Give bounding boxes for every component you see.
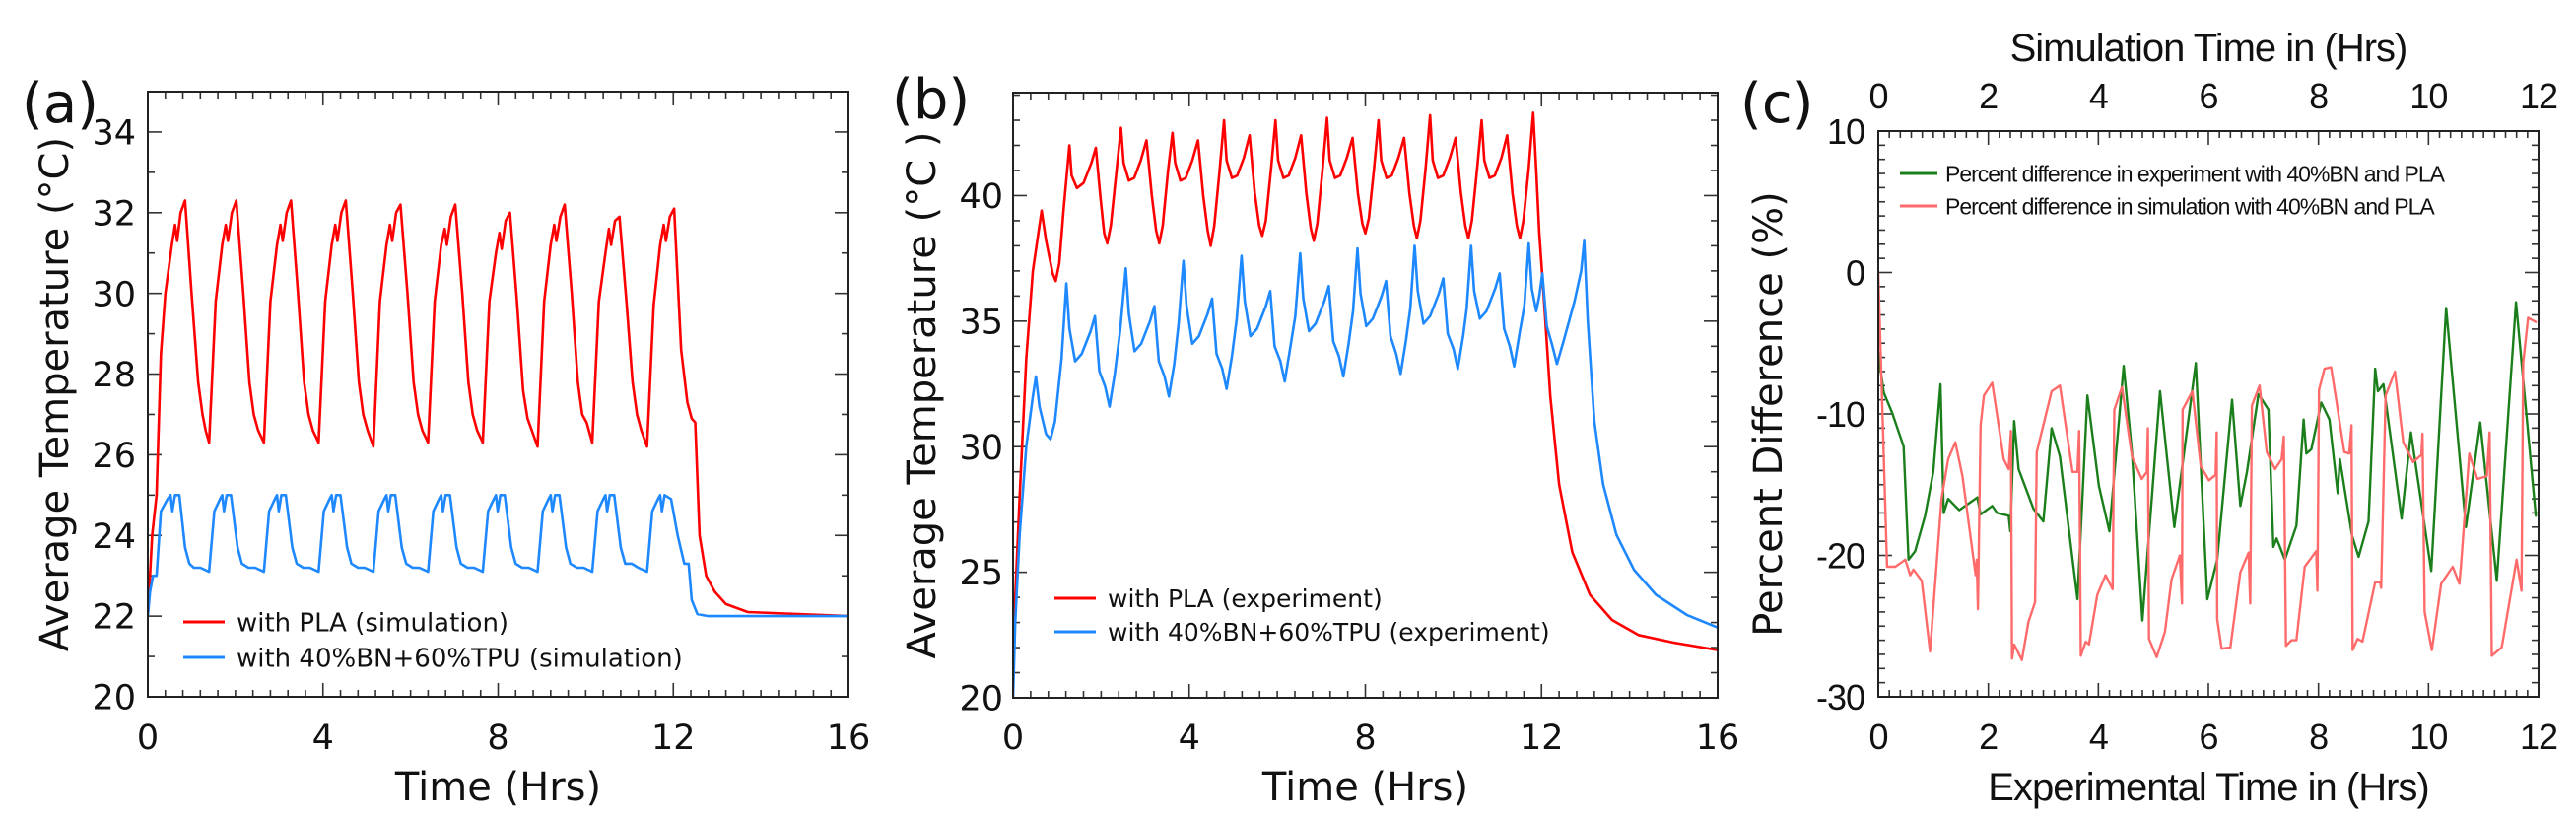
legend-label-2: with 40%BN+60%TPU (simulation) [237,644,683,673]
y-axis-title: Percent Difference (%) [1746,191,1792,636]
panel-label: (b) [892,68,970,132]
x-tick-label: 16 [827,718,871,758]
y-tick-label: 24 [92,517,136,557]
x2-tick-label: 4 [2089,76,2108,116]
x-tick-label: 0 [1002,718,1024,758]
x2-tick-label: 12 [2520,76,2557,116]
x-tick-label: 12 [1520,718,1564,758]
y-tick-label: 34 [92,114,136,154]
y-tick-label: -10 [1816,394,1864,435]
series-line-1 [148,199,848,618]
y-tick-label: -30 [1816,677,1864,718]
y-tick-label: -20 [1816,535,1864,576]
x2-tick-label: 10 [2409,76,2447,116]
x2-tick-label: 8 [2309,76,2328,116]
x-tick-label: 2 [1979,717,1998,757]
x-tick-label: 6 [2199,717,2217,757]
x-tick-label: 10 [2409,717,2447,757]
y-tick-label: 0 [1846,252,1864,293]
y-tick-label: 28 [92,356,136,395]
series-line-1 [1013,111,1718,662]
legend-label-1: Percent difference in experiment with 40… [1945,161,2446,186]
series-line-1 [1878,301,2538,622]
x-tick-label: 16 [1696,718,1740,758]
x-tick-label: 4 [1179,718,1200,758]
x2-tick-label: 2 [1979,76,1998,116]
x-axis-title: Time (Hrs) [394,765,601,810]
legend-label-2: Percent difference in simulation with 40… [1945,193,2435,219]
panel-label: (a) [22,72,99,136]
x-tick-label: 0 [137,718,159,758]
y-tick-label: 30 [92,275,136,314]
x-tick-label: 12 [2520,717,2557,757]
x2-tick-label: 0 [1868,76,1887,116]
panel-label: (c) [1740,72,1813,136]
x-axis-title: Time (Hrs) [1261,765,1468,810]
x-tick-label: 8 [2309,717,2328,757]
y-axis-title: Average Temperature (°C ) [900,132,945,659]
x-tick-label: 4 [312,718,334,758]
series-line-2 [148,493,848,618]
y-tick-label: 10 [1827,111,1864,152]
x-tick-label: 8 [1354,718,1376,758]
legend-label-1: with PLA (simulation) [237,608,508,638]
x-tick-label: 12 [651,718,696,758]
legend-label-1: with PLA (experiment) [1108,584,1383,613]
x2-tick-label: 6 [2199,76,2217,116]
legend: with PLA (experiment) with 40%BN+60%TPU (… [1054,584,1550,647]
x-tick-label: 8 [487,718,508,758]
panel-b-chart: 0 4 8 12 16 20 25 30 35 40 Time (Hrs) Average Tempe… [892,68,1739,810]
series-line-2 [1878,271,2538,661]
y-tick-label: 30 [959,429,1003,468]
y-tick-label: 32 [92,194,136,234]
legend: with PLA (simulation) with 40%BN+60%TPU (… [183,608,683,673]
y-tick-label: 26 [92,437,136,476]
x2-axis-title: Simulation Time in (Hrs) [2010,27,2407,70]
x-tick-label: 0 [1868,717,1887,757]
y-tick-label: 20 [92,679,136,718]
legend-label-2: with 40%BN+60%TPU (experiment) [1108,618,1550,647]
plot-frame [1877,130,2540,698]
plot-frame [1012,92,1719,699]
y-tick-label: 20 [959,680,1003,719]
y-tick-label: 22 [92,598,136,638]
y-tick-label: 35 [959,303,1003,342]
series-line-2 [1013,239,1718,698]
panel-a-chart: 0 4 8 12 16 20 22 24 26 28 30 32 34 Time (Hrs) Average… [22,72,870,810]
x-axis-title: Experimental Time in (Hrs) [1988,766,2428,809]
plot-frame [147,91,849,698]
x-tick-label: 4 [2089,717,2108,757]
y-tick-label: 40 [959,177,1003,217]
y-tick-label: 25 [959,554,1003,593]
y-axis-title: Average Temperature (°C) [33,137,78,651]
legend: Percent difference in experiment with 40… [1900,161,2447,219]
axis-ticks [147,91,849,698]
